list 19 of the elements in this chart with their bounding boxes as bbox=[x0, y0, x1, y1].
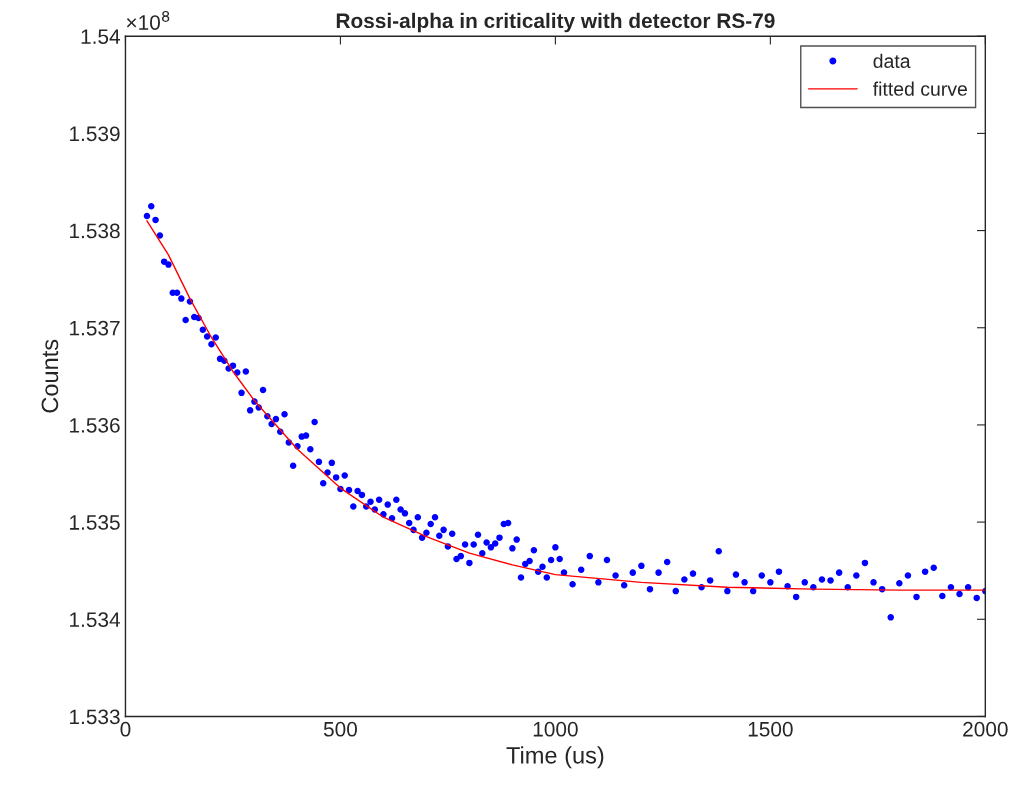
y-tick-label: 1.537 bbox=[70, 320, 120, 336]
y-tick-label: 1.539 bbox=[70, 126, 120, 142]
y-tick-label: 1.533 bbox=[70, 709, 120, 725]
legend-label: data bbox=[873, 53, 911, 69]
y-tick-label: 1.538 bbox=[70, 223, 120, 239]
x-tick-label: 1000 bbox=[533, 721, 578, 737]
x-tick-label: 500 bbox=[323, 721, 357, 737]
x-tick-label: 0 bbox=[120, 721, 131, 737]
y-tick-label: 1.536 bbox=[70, 417, 120, 433]
y-axis-title: Counts bbox=[41, 339, 59, 413]
y-tick-label: 1.534 bbox=[70, 612, 120, 628]
legend-label: fitted curve bbox=[873, 81, 967, 96]
y-tick-label: 1.535 bbox=[70, 515, 120, 530]
chart-title: Rossi-alpha in criticality with detector RS-79 bbox=[336, 12, 775, 33]
x-tick-label: 1500 bbox=[748, 721, 793, 737]
y-tick-label: 1.54 bbox=[81, 29, 120, 44]
text: ×10$^{8}$ bbox=[126, 10, 170, 30]
x-tick-label: 2000 bbox=[963, 721, 1008, 737]
x-axis-title: Time (us) bbox=[506, 746, 604, 769]
